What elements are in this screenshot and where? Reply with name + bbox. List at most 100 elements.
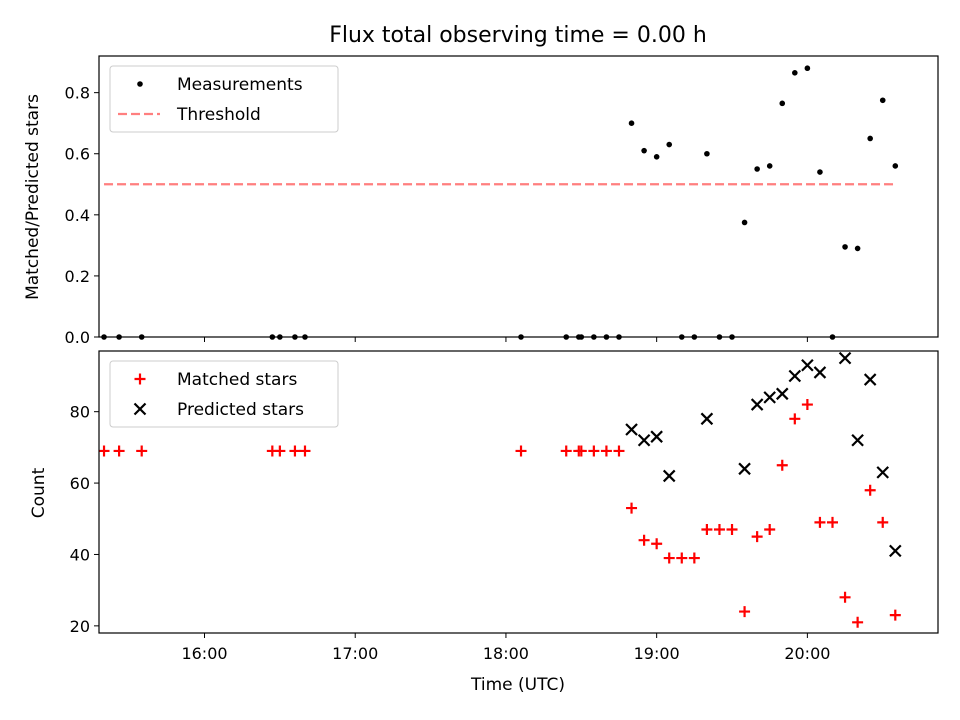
top-ytick-label: 0.8: [65, 84, 90, 103]
data-point: [838, 351, 852, 365]
data-point: [700, 412, 714, 426]
data-point: [741, 219, 748, 226]
data-point: [704, 150, 710, 157]
data-point: [854, 245, 861, 252]
data-point: [851, 433, 864, 447]
data-point: [688, 552, 700, 564]
data-point: [713, 523, 725, 535]
data-point: [600, 445, 612, 457]
bottom-series-predicted-stars: [625, 351, 902, 558]
legend-swatch: [133, 402, 147, 416]
legend-label: Measurements: [177, 75, 303, 95]
data-point: [879, 97, 886, 104]
top-ytick-label: 0.0: [65, 328, 90, 347]
bottom-ytick-label: 20: [70, 617, 90, 636]
data-point: [804, 65, 811, 72]
data-point: [801, 399, 813, 411]
data-point: [98, 445, 110, 457]
data-point: [626, 502, 638, 514]
top-ytick-label: 0.2: [65, 267, 90, 286]
data-point: [754, 166, 760, 172]
top-legend: Measurements Threshold: [109, 65, 339, 133]
data-point: [813, 366, 827, 379]
legend-label: Matched stars: [177, 370, 297, 390]
data-point: [750, 398, 764, 411]
data-point: [776, 459, 788, 471]
data-point: [613, 445, 625, 457]
data-point: [852, 616, 864, 628]
data-point: [889, 609, 901, 621]
data-point: [889, 544, 902, 558]
data-point: [751, 531, 763, 543]
data-point: [826, 516, 838, 528]
data-point: [666, 141, 673, 148]
data-point: [299, 445, 311, 457]
data-point: [877, 516, 889, 528]
xtick-label: 17:00: [332, 644, 378, 663]
data-point: [876, 466, 890, 479]
data-point: [801, 359, 814, 372]
data-point: [839, 591, 851, 603]
legend-swatch: [134, 373, 146, 385]
top-axes-frame: [98, 55, 939, 338]
data-point: [663, 552, 675, 564]
data-point: [641, 147, 647, 154]
data-point: [766, 163, 773, 169]
data-point: [651, 538, 663, 550]
data-point: [515, 445, 527, 457]
data-point: [588, 445, 600, 457]
bottom-ytick-label: 60: [70, 474, 90, 493]
legend-box: [109, 65, 339, 133]
data-point: [136, 445, 148, 457]
data-point: [560, 445, 572, 457]
bottom-axes-frame: [98, 350, 939, 634]
top-ytick-label: 0.4: [65, 206, 90, 225]
data-point: [764, 523, 776, 535]
bottom-ytick-label: 80: [70, 403, 90, 422]
xtick-label: 16:00: [181, 644, 227, 663]
bottom-series-matched-stars: [98, 399, 901, 628]
data-point: [739, 606, 751, 618]
data-point: [628, 120, 635, 126]
data-point: [867, 135, 873, 142]
xtick-label: 18:00: [483, 644, 529, 663]
data-point: [637, 433, 651, 447]
legend-label: Threshold: [176, 105, 261, 125]
bottom-panel: 20 40 60 80 16:00 17:00 18:00 19:00 20:00 Matched…: [70, 350, 939, 663]
data-point: [625, 423, 638, 436]
data-point: [638, 534, 650, 546]
data-point: [864, 484, 876, 496]
data-point: [726, 523, 738, 535]
bottom-legend: Matched stars Predicted stars: [109, 360, 339, 428]
legend-swatch: [137, 81, 143, 87]
data-point: [763, 391, 776, 404]
data-point: [863, 373, 877, 386]
legend-box: [109, 360, 339, 428]
xtick-label: 20:00: [784, 644, 830, 663]
data-point: [676, 552, 688, 564]
data-point: [653, 153, 660, 160]
data-point: [817, 169, 823, 175]
top-panel-title: Flux total observing time = 0.00 h: [329, 23, 707, 48]
xtick-label: 19:00: [634, 644, 680, 663]
top-ytick-label: 0.6: [65, 145, 90, 164]
data-point: [701, 523, 713, 535]
data-point: [842, 244, 848, 250]
data-point: [738, 462, 751, 476]
legend-label: Predicted stars: [177, 400, 304, 420]
data-point: [788, 369, 802, 383]
data-point: [789, 413, 801, 425]
top-panel-ylabel: Matched/Predicted stars: [23, 94, 43, 300]
bottom-ytick-label: 40: [70, 545, 90, 564]
data-point: [650, 430, 663, 443]
data-point: [892, 163, 899, 169]
bottom-panel-xlabel: Time (UTC): [470, 675, 565, 695]
data-point: [575, 445, 587, 457]
data-point: [792, 69, 798, 76]
data-point: [814, 516, 826, 528]
top-panel: 0.0 0.2 0.4 0.6 0.8 Measurements Threshold: [65, 55, 939, 347]
data-point: [274, 445, 286, 457]
data-point: [289, 445, 301, 457]
data-point: [113, 445, 125, 457]
